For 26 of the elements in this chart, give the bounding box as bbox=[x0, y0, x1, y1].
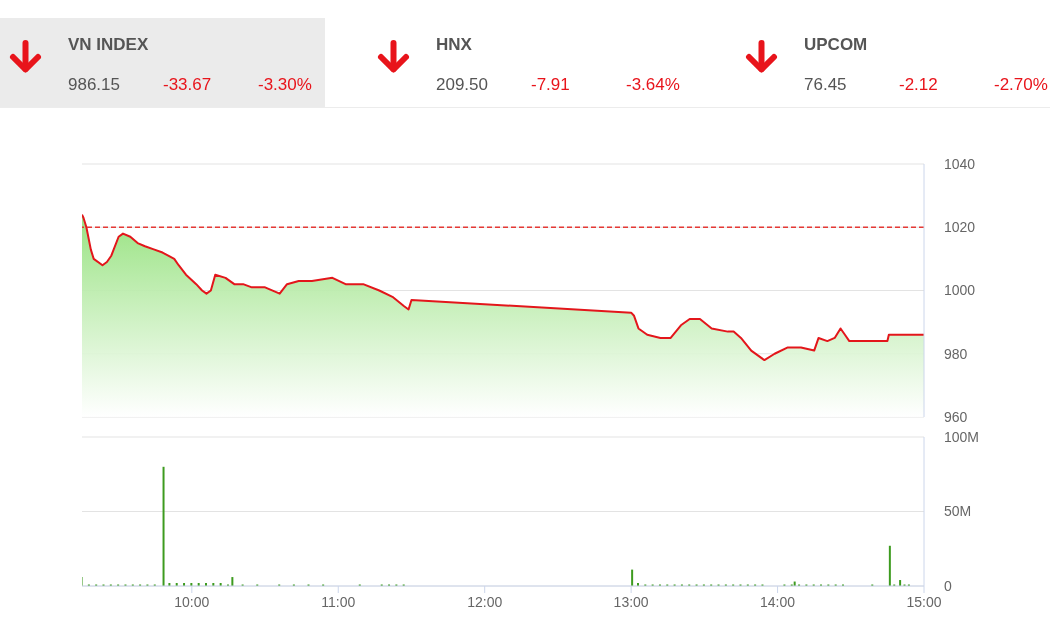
text: -3.30% bbox=[258, 75, 312, 95]
text: -3.64% bbox=[626, 75, 680, 95]
y-tick-label: 1040 bbox=[944, 155, 976, 172]
text: UPCOM bbox=[804, 35, 868, 55]
x-tick-label: 11:00 bbox=[321, 593, 356, 610]
text: -2.12 bbox=[899, 75, 938, 95]
y-tick-label: 0 bbox=[944, 577, 952, 594]
x-tick-label: 15:00 bbox=[906, 593, 942, 610]
text: -7.91 bbox=[531, 75, 570, 95]
x-tick-label: 10:00 bbox=[174, 593, 210, 610]
y-tick-label: 1000 bbox=[944, 282, 976, 299]
text: HNX bbox=[436, 35, 472, 55]
y-tick-label: 980 bbox=[944, 345, 968, 362]
x-tick-label: 12:00 bbox=[467, 593, 503, 610]
text: 76.45 bbox=[804, 75, 847, 95]
text: 209.50 bbox=[436, 75, 488, 95]
y-tick-label: 50M bbox=[944, 503, 972, 520]
text: -33.67 bbox=[163, 75, 212, 95]
text: VN INDEX bbox=[68, 35, 149, 55]
y-tick-label: 100M bbox=[944, 428, 980, 445]
y-tick-label: 960 bbox=[944, 408, 968, 425]
x-tick-label: 13:00 bbox=[613, 593, 649, 610]
y-tick-label: 1020 bbox=[944, 219, 976, 236]
text: -2.70% bbox=[994, 75, 1048, 95]
x-tick-label: 14:00 bbox=[760, 593, 796, 610]
text: 986.15 bbox=[68, 75, 120, 95]
